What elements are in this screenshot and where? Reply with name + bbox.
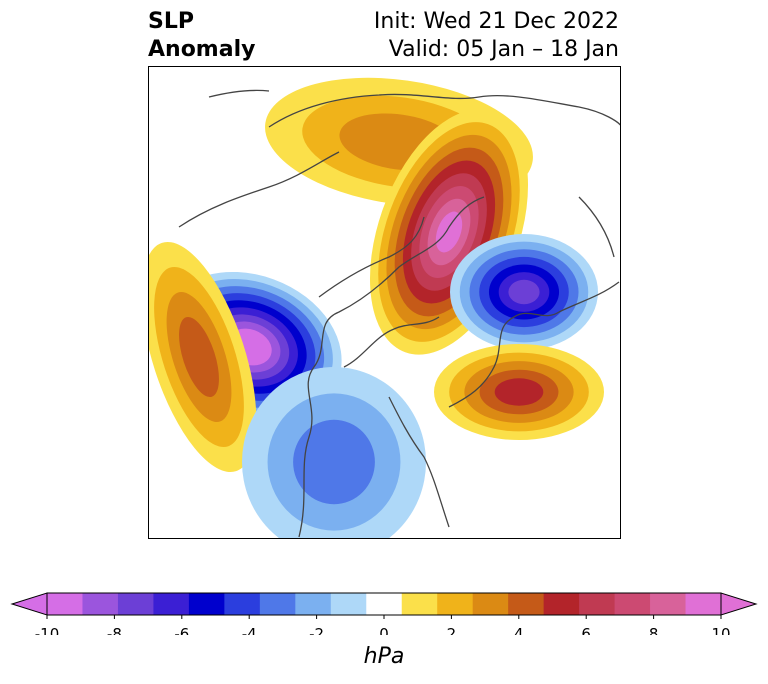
colorbar-tick-label: 10 xyxy=(711,625,730,635)
colorbar-tick-label: 2 xyxy=(447,625,457,635)
colorbar-cell xyxy=(437,593,474,615)
anomaly-map-svg xyxy=(149,77,620,538)
coastline xyxy=(298,196,485,538)
colorbar-tick-label: 6 xyxy=(581,625,591,635)
colorbar-cell xyxy=(472,593,509,615)
colorbar-cell xyxy=(224,593,261,615)
colorbar-tick-label: -2 xyxy=(309,625,324,635)
anomaly-scandinavia-negative xyxy=(450,234,598,350)
colorbar-tick-label: -6 xyxy=(174,625,189,635)
colorbar-cell xyxy=(117,593,154,615)
contour-band xyxy=(508,279,540,305)
colorbar-cell xyxy=(47,593,83,615)
coastline xyxy=(388,396,450,528)
title-variable: SLP xyxy=(148,9,194,34)
anomaly-fills xyxy=(149,77,604,538)
coastline xyxy=(558,281,620,313)
coastline xyxy=(268,93,620,128)
title-left: SLP Anomaly xyxy=(148,8,255,64)
coastline xyxy=(343,316,440,368)
colorbar-cell xyxy=(401,593,438,615)
anomaly-map xyxy=(148,66,621,539)
init-date: Init: Wed 21 Dec 2022 xyxy=(373,9,619,34)
colorbar-cell xyxy=(82,593,119,615)
colorbar-cell xyxy=(685,593,722,615)
coastline xyxy=(208,89,270,98)
colorbar-cell xyxy=(295,593,332,615)
coastlines xyxy=(178,89,620,538)
anomaly-western-na-negative xyxy=(242,367,426,538)
colorbar-tick-label: -8 xyxy=(107,625,122,635)
title-right: Init: Wed 21 Dec 2022 Valid: 05 Jan – 18… xyxy=(374,8,619,64)
colorbar-extend-low xyxy=(10,592,48,616)
colorbar-tick-label: 0 xyxy=(379,625,389,635)
colorbar-cell xyxy=(153,593,190,615)
coastline xyxy=(448,311,560,408)
contour-band xyxy=(435,211,463,253)
colorbar-cell xyxy=(508,593,545,615)
colorbar-cell xyxy=(614,593,651,615)
coastline xyxy=(318,216,425,298)
colorbar: -10 -8 -6 -4 -2 0 2 4 6 8 10 xyxy=(10,592,758,635)
coastline xyxy=(578,196,615,258)
colorbar-unit-label: hPa xyxy=(363,644,405,669)
colorbar-tick-label: 8 xyxy=(649,625,659,635)
colorbar-tick-label: -4 xyxy=(242,625,257,635)
contour-band xyxy=(494,378,544,406)
colorbar-cell xyxy=(366,593,403,615)
valid-range: Valid: 05 Jan – 18 Jan xyxy=(388,37,619,62)
colorbar-cell xyxy=(330,593,367,615)
anomaly-mid-atlantic-positive xyxy=(434,344,604,440)
title-anomaly: Anomaly xyxy=(148,37,256,62)
contour-band xyxy=(293,419,375,505)
colorbar-cell xyxy=(259,593,296,615)
colorbar-extend-high xyxy=(720,592,758,616)
colorbar-cell xyxy=(543,593,580,615)
colorbar-tick-label: 4 xyxy=(514,625,524,635)
anomaly-central-pacific-positive xyxy=(149,241,257,473)
colorbar-cell xyxy=(188,593,225,615)
contour-band xyxy=(179,316,219,398)
colorbar-cell xyxy=(579,593,616,615)
colorbar-cell xyxy=(650,593,687,615)
coastline xyxy=(178,151,340,228)
colorbar-tick-label: -10 xyxy=(35,625,60,635)
